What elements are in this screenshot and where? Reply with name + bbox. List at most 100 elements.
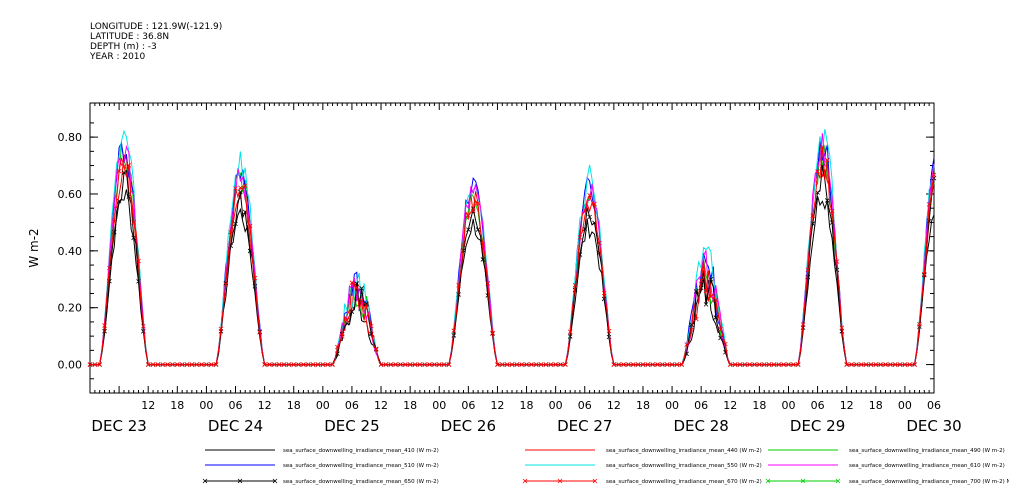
series-marker [567, 334, 573, 339]
series-marker [674, 362, 680, 367]
series-line [90, 133, 935, 366]
series-marker [461, 242, 466, 248]
series-marker [917, 322, 922, 327]
series-marker [145, 362, 151, 367]
series-marker [102, 328, 107, 334]
longitude-text: LONGITUDE : 121.9W(-121.9) [90, 22, 223, 32]
x-day-label: DEC 27 [557, 417, 612, 435]
y-tick-label: 0.80 [58, 131, 83, 144]
series-marker [252, 275, 258, 281]
series-marker [213, 362, 219, 367]
x-hour-label: 18 [170, 399, 184, 412]
x-hour-label: 18 [520, 399, 534, 412]
x-hour-label: 06 [461, 399, 475, 412]
x-hour-label: 00 [432, 399, 446, 412]
series-marker [815, 169, 820, 174]
series-marker [199, 362, 204, 367]
series-marker [165, 362, 170, 367]
series-marker [272, 362, 277, 367]
series-marker [480, 257, 486, 262]
series-marker [713, 297, 719, 303]
x-hour-label: 12 [258, 399, 272, 412]
x-hour-label: 18 [287, 399, 301, 412]
series-marker [587, 214, 592, 220]
series-marker [800, 322, 806, 327]
series-marker [436, 362, 442, 367]
series-marker [606, 328, 612, 334]
series-marker [543, 362, 549, 367]
series-marker [660, 362, 665, 367]
legend-label: sea_surface_downwelling_irradiance_mean_… [283, 463, 439, 469]
series-marker [669, 362, 675, 367]
legend-label: sea_surface_downwelling_irradiance_mean_… [283, 479, 439, 485]
series-marker [834, 259, 840, 264]
series-marker [97, 362, 102, 367]
plot-frame [89, 102, 935, 394]
series-marker [470, 208, 476, 213]
series-marker [592, 201, 597, 207]
latitude-text: LATITUDE : 36.8N [90, 32, 170, 42]
x-day-label: DEC 30 [906, 417, 961, 435]
series-marker [87, 362, 93, 367]
series-marker [335, 344, 340, 350]
legend-marker [765, 478, 771, 484]
series-marker [630, 362, 636, 367]
series-marker [451, 328, 457, 333]
x-hour-label: 18 [403, 399, 417, 412]
series-marker [364, 301, 369, 307]
legend-label: sea_surface_downwelling_irradiance_mean_… [606, 463, 762, 469]
x-hour-label: 12 [141, 399, 155, 412]
series-marker [621, 362, 626, 367]
x-day-label: DEC 26 [441, 417, 496, 435]
x-hour-label: 06 [345, 399, 359, 412]
series-marker [786, 362, 791, 367]
series-marker [141, 323, 146, 329]
series-marker [150, 362, 156, 367]
legend-marker [835, 478, 841, 484]
y-tick-label: 0.00 [58, 359, 83, 372]
legend-label: sea_surface_downwelling_irradiance_mean_… [849, 463, 1005, 469]
series-marker [902, 362, 908, 367]
series-marker [281, 362, 287, 367]
series-marker [257, 330, 263, 335]
x-hour-label: 12 [723, 399, 737, 412]
series-marker [766, 362, 772, 367]
series-marker [111, 219, 117, 224]
series-marker [344, 317, 350, 323]
series-marker [233, 186, 238, 191]
series-marker [805, 274, 811, 280]
series-marker [907, 362, 913, 367]
series-marker [194, 362, 199, 367]
series-marker [776, 362, 782, 367]
series-marker [339, 334, 345, 339]
series-marker [378, 362, 384, 367]
series-marker [640, 362, 646, 367]
series-marker [252, 284, 258, 289]
series-marker [742, 362, 748, 367]
series-marker [601, 290, 607, 296]
x-day-label: DEC 23 [91, 417, 146, 435]
series-marker [679, 362, 685, 367]
series-marker [121, 164, 127, 169]
series-marker [354, 285, 360, 290]
series-marker [301, 362, 306, 367]
x-day-label: DEC 28 [673, 417, 728, 435]
series-marker [698, 278, 704, 283]
series-marker [732, 362, 738, 367]
series-marker [844, 362, 849, 367]
series-marker [398, 362, 403, 367]
series-marker [228, 229, 233, 235]
series-marker [878, 362, 883, 367]
y-tick-label: 0.20 [58, 302, 83, 315]
series-marker [645, 362, 651, 367]
series-marker [883, 362, 888, 367]
x-hour-label: 12 [374, 399, 388, 412]
series-marker [305, 362, 311, 367]
series-marker [383, 362, 389, 367]
series-marker [577, 235, 583, 240]
series-marker [175, 362, 180, 367]
series-marker [926, 202, 932, 207]
series-marker [553, 362, 558, 367]
series-marker [495, 362, 500, 367]
series-marker [931, 172, 937, 178]
